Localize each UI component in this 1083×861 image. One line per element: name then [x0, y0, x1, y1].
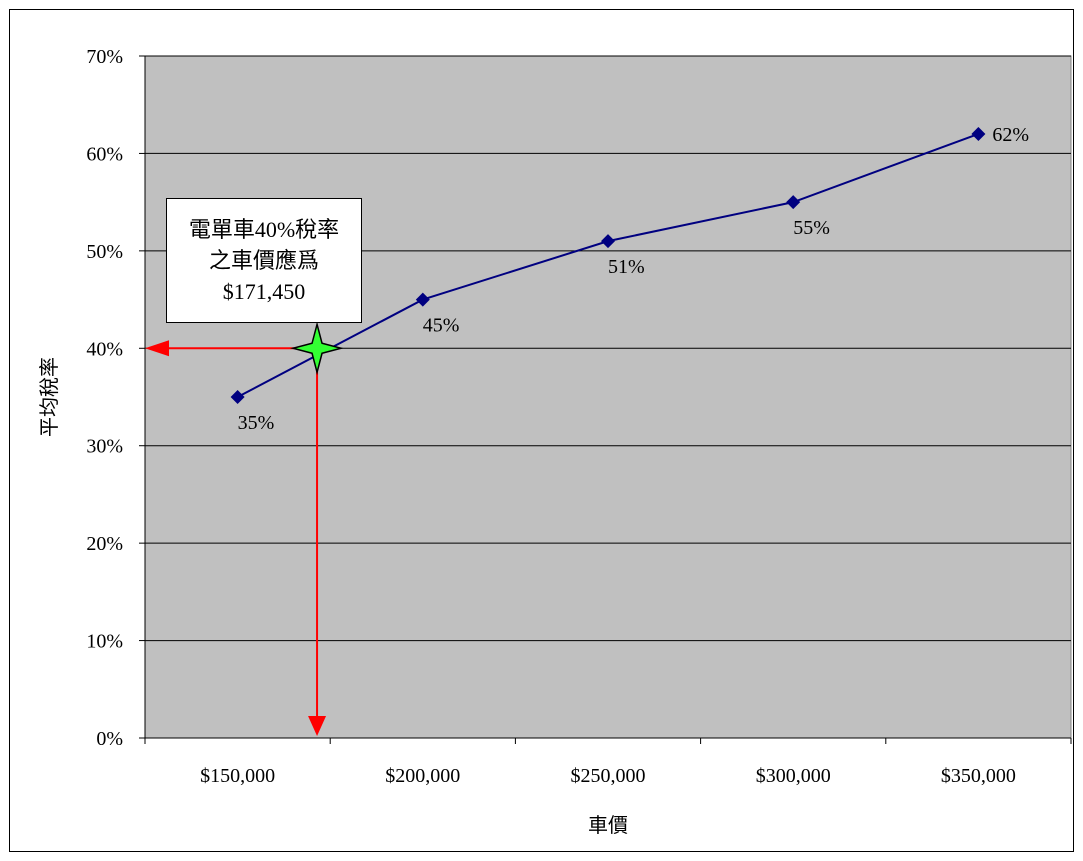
highlight-star — [290, 321, 344, 376]
y-axis-ticks: 0% 10% 20% 30% 40% 50% 60% 70% — [86, 46, 145, 750]
plot-area — [144, 55, 1072, 739]
highlight-star-shape — [290, 321, 344, 376]
y-tick-label: 40% — [86, 338, 123, 360]
data-label: 51% — [608, 256, 645, 278]
x-axis-title: 車價 — [588, 813, 628, 837]
y-tick-label: 70% — [86, 46, 123, 68]
y-tick-label: 30% — [86, 436, 123, 458]
y-tick-label: 0% — [96, 728, 123, 750]
data-point — [971, 126, 986, 141]
x-tick-label: $350,000 — [941, 765, 1016, 787]
data-labels: 35% 45% 51% 55% 62% — [238, 124, 1029, 434]
annotation-box: 電單車40%稅率 之車價應爲 $171,450 — [166, 198, 362, 323]
x-tick-label: $300,000 — [756, 765, 831, 787]
x-tick-label: $250,000 — [571, 765, 646, 787]
data-point — [230, 390, 245, 404]
y-tick-label: 50% — [86, 241, 123, 263]
data-point — [601, 234, 615, 249]
y-axis-title: 平均稅率 — [37, 357, 61, 437]
data-label: 55% — [793, 217, 830, 239]
x-tick-label: $150,000 — [200, 765, 275, 787]
data-point — [786, 195, 801, 210]
down-arrow-head — [308, 716, 327, 736]
x-axis-ticks: $150,000 $200,000 $250,000 $300,000 $350,000 — [144, 738, 1072, 787]
annotation-line-2: 之車價應爲 — [208, 248, 319, 273]
data-label: 45% — [423, 315, 460, 337]
data-label: 62% — [992, 124, 1029, 146]
data-label: 35% — [238, 412, 275, 434]
annotation-line-3: $171,450 — [222, 279, 306, 304]
y-tick-label: 20% — [86, 533, 123, 555]
data-point — [415, 292, 430, 307]
y-tick-label: 10% — [86, 631, 123, 653]
axes — [144, 56, 1071, 739]
series — [230, 126, 986, 404]
x-tick-label: $200,000 — [385, 765, 460, 787]
annotation-line-1: 電單車40%稅率 — [188, 217, 340, 242]
y-tick-label: 60% — [86, 143, 123, 165]
left-arrow-head — [145, 340, 169, 357]
